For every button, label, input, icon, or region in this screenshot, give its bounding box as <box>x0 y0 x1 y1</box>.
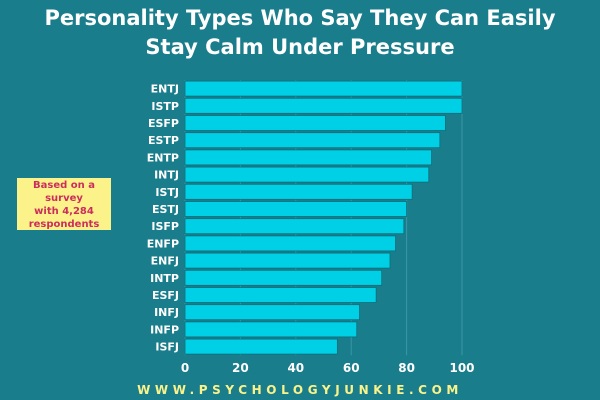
bar-istp <box>184 97 463 114</box>
category-label: ISFP <box>151 220 179 233</box>
x-tick-label: 0 <box>181 361 189 375</box>
category-label: INTJ <box>154 169 179 182</box>
bar-enfj <box>184 252 391 269</box>
chart-title-line-1: Personality Types Who Say They Can Easil… <box>44 6 556 30</box>
bar-esfp <box>184 115 446 131</box>
chart-title: Personality Types Who Say They Can Easil… <box>0 4 600 62</box>
category-label: ESFP <box>148 117 179 130</box>
category-label: INTP <box>150 272 179 285</box>
category-label: INFP <box>150 323 179 336</box>
chart-title-line-2: Stay Calm Under Pressure <box>145 35 455 59</box>
survey-note-line-3: respondents <box>28 219 100 230</box>
bar-intj <box>184 166 430 183</box>
x-tick-label: 60 <box>343 361 360 375</box>
bar-estj <box>184 201 408 217</box>
bar-entp <box>184 149 432 166</box>
category-label: ENTJ <box>151 83 179 96</box>
category-label: ENFP <box>147 237 179 250</box>
survey-note-line-2: with 4,284 <box>34 206 94 217</box>
footer-url: WWW.PSYCHOLOGYJUNKIE.COM <box>137 383 463 397</box>
bar-istj <box>184 183 413 200</box>
x-tick-label: 100 <box>449 361 474 375</box>
category-label: ENTP <box>147 151 179 164</box>
survey-note: Based on a survey with 4,284 respondents <box>17 178 111 230</box>
bar-isfp <box>184 218 405 235</box>
bar-isfj <box>184 338 338 355</box>
bar-enfp <box>184 235 396 252</box>
survey-note-line-1: Based on a survey <box>33 180 95 204</box>
bar-intp <box>184 269 383 286</box>
bar-infp <box>184 321 358 338</box>
x-tick-label: 40 <box>287 361 304 375</box>
x-tick-label: 80 <box>398 361 415 375</box>
category-label: ISTP <box>151 100 179 113</box>
x-tick-label: 20 <box>232 361 249 375</box>
bar-entj <box>184 80 463 97</box>
category-label: ISFJ <box>155 341 179 354</box>
bar-estp <box>184 132 441 149</box>
category-label: ENFJ <box>151 255 179 268</box>
bar-infj <box>184 304 360 321</box>
category-label: ISTJ <box>155 186 179 199</box>
category-label: ESTJ <box>152 203 179 216</box>
category-label: ESFJ <box>152 289 179 302</box>
category-label: INFJ <box>154 306 179 319</box>
bar-esfj <box>184 287 377 303</box>
category-label: ESTP <box>148 134 179 147</box>
